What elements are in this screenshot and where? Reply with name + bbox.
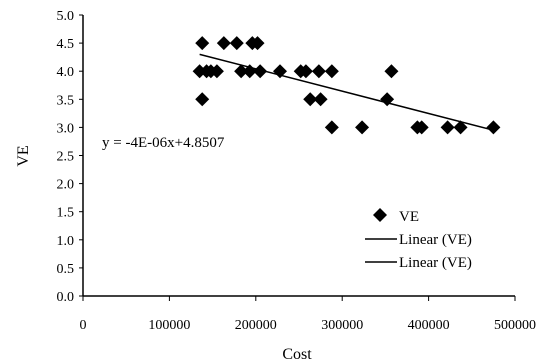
data-point-diamond <box>303 92 318 107</box>
y-tick-label: 4.0 <box>57 65 75 80</box>
legend-label-ve: VE <box>399 209 419 225</box>
x-tick-label: 400000 <box>408 318 450 333</box>
data-point-diamond <box>313 92 328 107</box>
data-point-diamond <box>250 36 265 51</box>
x-tick-label: 500000 <box>494 318 536 333</box>
data-point-diamond <box>272 64 287 79</box>
data-point-diamond <box>311 64 326 79</box>
y-ticks: 0.0 0.5 1.0 1.5 2.0 2.5 3.0 3.5 4.0 4.5 5.0 <box>57 9 83 305</box>
data-point-diamond <box>242 64 257 79</box>
y-tick-label: 3.0 <box>57 121 75 136</box>
legend-label-linear-1: Linear (VE) <box>399 232 472 248</box>
data-point-diamond <box>298 64 313 79</box>
x-tick-label: 100000 <box>148 318 190 333</box>
y-tick-label: 5.0 <box>57 9 75 24</box>
linear-trendline <box>199 53 494 131</box>
y-tick-label: 1.0 <box>57 234 75 249</box>
y-tick-label: 3.5 <box>57 93 75 108</box>
data-point-diamond <box>253 64 268 79</box>
data-point-diamond <box>414 120 429 135</box>
data-point-diamond <box>229 36 244 51</box>
y-tick-label: 0.0 <box>57 290 75 305</box>
legend-label-linear-2: Linear (VE) <box>399 255 472 271</box>
data-points <box>192 36 501 135</box>
data-point-diamond <box>453 120 468 135</box>
data-point-diamond <box>486 120 501 135</box>
y-tick-label: 0.5 <box>57 262 75 277</box>
x-axis-title: Cost <box>282 346 312 363</box>
data-point-diamond <box>216 36 231 51</box>
regression-equation: y = -4E-06x+4.8507 <box>102 135 225 151</box>
y-tick-label: 4.5 <box>57 37 75 52</box>
data-point-diamond <box>355 120 370 135</box>
y-axis-title: VE <box>15 145 32 166</box>
data-point-diamond <box>380 92 395 107</box>
legend-marker-ve <box>373 208 387 222</box>
data-point-diamond <box>324 120 339 135</box>
data-point-diamond <box>384 64 399 79</box>
data-point-diamond <box>324 64 339 79</box>
x-ticks: 0 100000 200000 300000 400000 500000 <box>80 296 536 333</box>
data-point-diamond <box>234 64 249 79</box>
legend: VE Linear (VE) Linear (VE) <box>365 208 472 271</box>
trendline <box>199 53 494 131</box>
x-tick-label: 200000 <box>235 318 277 333</box>
y-tick-label: 2.5 <box>57 150 75 165</box>
data-point-diamond <box>209 64 224 79</box>
y-tick-label: 2.0 <box>57 178 75 193</box>
y-tick-label: 1.5 <box>57 206 75 221</box>
data-point-diamond <box>440 120 455 135</box>
data-point-diamond <box>195 36 210 51</box>
x-tick-label: 300000 <box>321 318 363 333</box>
data-point-diamond <box>195 92 210 107</box>
x-tick-label: 0 <box>80 318 87 333</box>
